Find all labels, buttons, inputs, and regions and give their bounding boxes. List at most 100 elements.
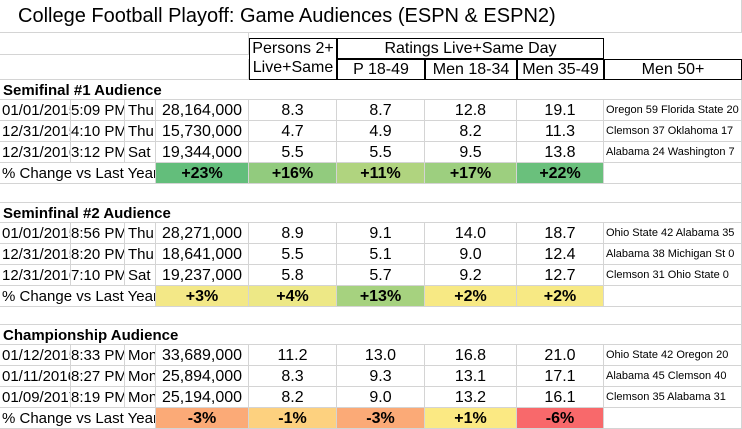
time-cell: 4:10 PM [71, 121, 125, 142]
percent-change: -6% [517, 408, 604, 429]
m1834-value: 13.0 [337, 345, 425, 366]
m50-value: 13.8 [517, 142, 604, 163]
m3549-value: 8.2 [425, 121, 517, 142]
m1834-value: 9.1 [337, 223, 425, 244]
m50-value: 12.7 [517, 265, 604, 286]
percent-change: +4% [249, 286, 337, 307]
m50-value: 17.1 [517, 366, 604, 387]
blank-row [0, 184, 742, 203]
p1849-value: 8.3 [249, 100, 337, 121]
blank-cell [0, 33, 249, 55]
percent-change: -1% [249, 408, 337, 429]
persons-value: 28,271,000 [156, 223, 249, 244]
m50-value: 18.7 [517, 223, 604, 244]
m1834-value: 5.7 [337, 265, 425, 286]
percent-change: +3% [156, 286, 249, 307]
day-cell: Thu [125, 223, 156, 244]
m3549-value: 9.5 [425, 142, 517, 163]
blank-cell [604, 408, 742, 429]
m3549-value: 13.1 [425, 366, 517, 387]
ratings-col-header: P 18-49 [337, 59, 425, 80]
section-title: Seminfinal #2 Audience [0, 203, 742, 223]
date-cell: 01/01/2015 [0, 100, 71, 121]
p1849-value: 8.2 [249, 387, 337, 408]
m3549-value: 16.8 [425, 345, 517, 366]
ratings-col-header: Men 35-49 [517, 59, 604, 80]
time-cell: 8:27 PM [71, 366, 125, 387]
p1849-value: 5.5 [249, 244, 337, 265]
sheet-title: College Football Playoff: Game Audiences… [0, 0, 742, 33]
m3549-value: 14.0 [425, 223, 517, 244]
date-cell: 01/01/2015 [0, 223, 71, 244]
blank-cell [604, 286, 742, 307]
m1834-value: 4.9 [337, 121, 425, 142]
persons-value: 25,194,000 [156, 387, 249, 408]
m1834-value: 9.3 [337, 366, 425, 387]
m3549-value: 9.2 [425, 265, 517, 286]
blank-row [0, 307, 742, 325]
ratings-col-header: Men 18-34 [425, 59, 517, 80]
percent-change: +11% [337, 163, 425, 184]
day-cell: Thu [125, 100, 156, 121]
date-cell: 12/31/2016 [0, 265, 71, 286]
day-cell: Sat [125, 265, 156, 286]
time-cell: 8:19 PM [71, 387, 125, 408]
day-cell: Mon [125, 387, 156, 408]
p1849-value: 8.3 [249, 366, 337, 387]
persons-value: 19,237,000 [156, 265, 249, 286]
date-cell: 01/11/2016 [0, 366, 71, 387]
time-cell: 8:33 PM [71, 345, 125, 366]
date-cell: 01/09/2017 [0, 387, 71, 408]
date-cell: 01/12/2015 [0, 345, 71, 366]
persons-value: 33,689,000 [156, 345, 249, 366]
day-cell: Mon [125, 366, 156, 387]
percent-change: +16% [249, 163, 337, 184]
m1834-value: 8.7 [337, 100, 425, 121]
game-result: Ohio State 42 Alabama 35 [604, 223, 742, 244]
p1849-value: 8.9 [249, 223, 337, 244]
persons-value: 19,344,000 [156, 142, 249, 163]
percent-change: +13% [337, 286, 425, 307]
percent-change: +2% [517, 286, 604, 307]
m3549-value: 12.8 [425, 100, 517, 121]
date-cell: 12/31/2016 [0, 142, 71, 163]
time-cell: 8:56 PM [71, 223, 125, 244]
percent-change: +23% [156, 163, 249, 184]
section-title: Semifinal #1 Audience [0, 80, 742, 100]
game-result: Ohio State 42 Oregon 20 [604, 345, 742, 366]
date-cell: 12/31/2015 [0, 121, 71, 142]
game-result: Oregon 59 Florida State 20 [604, 100, 742, 121]
m50-value: 21.0 [517, 345, 604, 366]
percent-change: +17% [425, 163, 517, 184]
m1834-value: 5.1 [337, 244, 425, 265]
persons-value: 25,894,000 [156, 366, 249, 387]
m50-value: 19.1 [517, 100, 604, 121]
game-result: Clemson 31 Ohio State 0 [604, 265, 742, 286]
game-result: Alabama 45 Clemson 40 [604, 366, 742, 387]
day-cell: Thu [125, 121, 156, 142]
ratings-col-header: Men 50+ [604, 59, 742, 80]
day-cell: Sat [125, 142, 156, 163]
blank-cell [604, 163, 742, 184]
change-label: % Change vs Last Year [0, 408, 156, 429]
time-cell: 8:20 PM [71, 244, 125, 265]
percent-change: +22% [517, 163, 604, 184]
m3549-value: 9.0 [425, 244, 517, 265]
persons-value: 18,641,000 [156, 244, 249, 265]
m3549-value: 13.2 [425, 387, 517, 408]
p1849-value: 5.5 [249, 142, 337, 163]
section-title: Championship Audience [0, 325, 742, 345]
percent-change: -3% [337, 408, 425, 429]
date-cell: 12/31/2015 [0, 244, 71, 265]
persons-header: Persons 2+ Live+Same [249, 38, 337, 80]
persons-value: 28,164,000 [156, 100, 249, 121]
game-result: Alabama 38 Michigan St 0 [604, 244, 742, 265]
p1849-value: 4.7 [249, 121, 337, 142]
percent-change: +1% [425, 408, 517, 429]
p1849-value: 5.8 [249, 265, 337, 286]
ratings-group-header: Ratings Live+Same Day [337, 38, 604, 59]
m50-value: 16.1 [517, 387, 604, 408]
time-cell: 5:09 PM [71, 100, 125, 121]
m50-value: 11.3 [517, 121, 604, 142]
game-result: Alabama 24 Washington 7 [604, 142, 742, 163]
